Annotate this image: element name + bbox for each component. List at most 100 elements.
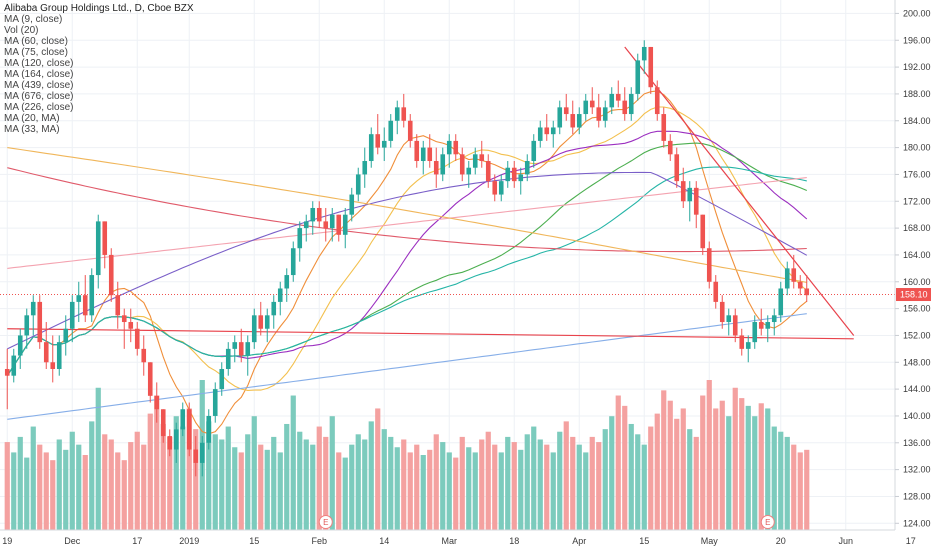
legend-item-0[interactable]: Vol (20) (4, 25, 39, 36)
candle-body (765, 322, 771, 329)
candle-body (141, 348, 147, 363)
volume-bar (141, 444, 147, 530)
volume-bar (258, 444, 264, 530)
candle-body (199, 442, 205, 463)
y-tick-label: 148.00 (903, 357, 931, 367)
volume-bar (550, 452, 556, 530)
candle-body (440, 154, 446, 175)
volume-bar (355, 434, 361, 530)
volume-bar (719, 400, 725, 530)
volume-bar (17, 436, 23, 530)
legend-item-7[interactable]: MA (226, close) (4, 102, 74, 113)
candle-body (89, 275, 95, 316)
x-tick-label: 2019 (179, 536, 199, 546)
volume-bar (147, 413, 153, 530)
legend-item-5[interactable]: MA (439, close) (4, 80, 74, 91)
candle-body (667, 140, 673, 155)
candle-body (752, 322, 758, 343)
candle-body (602, 107, 608, 121)
ma-line-676 (7, 313, 807, 420)
candle-body (336, 214, 342, 235)
volume-bar (693, 436, 699, 530)
legend-item-ma9[interactable]: MA (9, close) (4, 14, 63, 25)
candle-body (596, 107, 602, 121)
volume-bar (524, 434, 530, 530)
legend-item-1[interactable]: MA (60, close) (4, 36, 68, 47)
legend-list: Vol (20) MA (60, close) MA (75, close) MA (… (4, 25, 194, 135)
candle-body (219, 368, 225, 390)
earnings-marker-label: E (323, 518, 328, 527)
volume-bar (310, 444, 316, 530)
volume-bar (466, 447, 472, 530)
y-tick-label: 192.00 (903, 62, 931, 72)
candle-body (485, 161, 491, 182)
candle-body (17, 335, 23, 356)
legend-item-3[interactable]: MA (120, close) (4, 58, 74, 69)
candle-body (804, 288, 810, 296)
volume-bar (531, 426, 537, 530)
y-tick-label: 176.00 (903, 169, 931, 179)
candle-body (778, 288, 784, 316)
y-tick-label: 200.00 (903, 8, 931, 18)
volume-bar (797, 452, 803, 530)
candle-body (414, 140, 420, 162)
candle-body (628, 93, 634, 115)
y-tick-label: 188.00 (903, 89, 931, 99)
candle-body (674, 154, 680, 182)
candle-body (576, 114, 582, 128)
legend-item-8[interactable]: MA (20, MA) (4, 113, 60, 124)
x-tick-label: Jun (838, 536, 853, 546)
x-tick-label: 19 (2, 536, 12, 546)
candle-body (537, 127, 543, 141)
candle-body (264, 315, 270, 329)
volume-bar (69, 431, 75, 530)
legend-item-9[interactable]: MA (33, MA) (4, 124, 60, 135)
volume-bar (95, 387, 101, 530)
volume-layer (4, 380, 810, 530)
volume-bar (128, 442, 134, 530)
candle-body (134, 328, 140, 349)
ma-line-164 (7, 177, 807, 269)
volume-bar (388, 436, 394, 530)
volume-bar (635, 434, 641, 530)
volume-bar (238, 452, 244, 530)
volume-bar (459, 436, 465, 530)
legend-item-2[interactable]: MA (75, close) (4, 47, 68, 58)
volume-bar (219, 439, 225, 530)
volume-bar (134, 431, 140, 530)
candle-body (570, 114, 576, 128)
last-price-badge (896, 288, 931, 302)
volume-bar (700, 395, 706, 530)
volume-bar (206, 421, 212, 530)
candle-body (524, 161, 530, 175)
candle-body (784, 268, 790, 289)
candle-body (329, 214, 335, 229)
volume-bar (739, 398, 745, 530)
candle-body (206, 415, 212, 443)
volume-bar (453, 457, 459, 530)
volume-bar (121, 460, 127, 530)
candle-body (24, 315, 30, 336)
candle-body (76, 295, 82, 302)
y-axis-background (895, 0, 932, 550)
candle-body (375, 134, 381, 148)
candle-body (557, 107, 563, 128)
volume-bar (186, 408, 192, 530)
candle-body (342, 214, 348, 235)
volume-bar (160, 423, 166, 530)
legend-item-4[interactable]: MA (164, close) (4, 69, 74, 80)
legend-item-6[interactable]: MA (676, close) (4, 91, 74, 102)
ma-line-60 (6, 142, 808, 376)
candle-body (687, 187, 693, 202)
last-price-label: 158.10 (900, 290, 928, 300)
y-tick-label: 156.00 (903, 304, 931, 314)
candle-body (82, 295, 88, 316)
candle-body (635, 60, 641, 94)
y-tick-label: 128.00 (903, 491, 931, 501)
volume-bar (108, 439, 114, 530)
volume-bar (472, 452, 478, 530)
volume-bar (245, 434, 251, 530)
candle-body (108, 254, 114, 296)
